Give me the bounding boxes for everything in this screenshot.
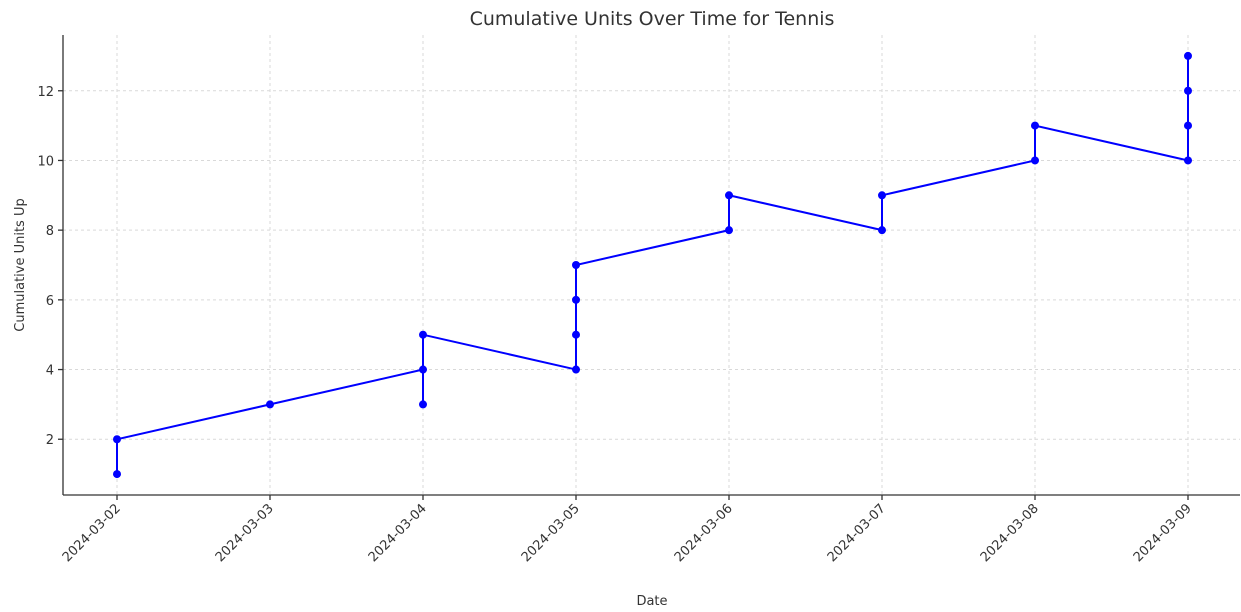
x-tick-label: 2024-03-04 — [366, 501, 430, 565]
data-point — [572, 261, 580, 269]
data-point — [1031, 121, 1039, 130]
data-point — [1184, 86, 1192, 95]
data-point — [572, 330, 580, 339]
series-line — [116, 55, 1189, 475]
data-point — [419, 400, 427, 409]
y-tick-label: 2 — [46, 433, 54, 448]
chart-title: Cumulative Units Over Time for Tennis — [470, 8, 835, 30]
x-tick-label: 2024-03-02 — [60, 501, 124, 565]
y-tick-label: 6 — [46, 294, 54, 309]
x-tick-label: 2024-03-05 — [519, 501, 583, 565]
data-point — [725, 226, 733, 235]
data-point — [1184, 121, 1192, 130]
y-tick-label: 8 — [46, 224, 54, 239]
data-point — [1184, 51, 1192, 60]
data-point — [878, 191, 886, 200]
data-point — [419, 330, 427, 339]
data-point — [1184, 156, 1192, 165]
data-point — [572, 365, 580, 374]
data-point — [1031, 156, 1039, 165]
data-point — [113, 435, 121, 444]
y-axis-label: Cumulative Units Up — [13, 198, 28, 331]
data-point — [113, 470, 121, 479]
y-tick-label: 12 — [37, 85, 54, 100]
x-tick-label: 2024-03-07 — [825, 501, 889, 565]
data-point — [266, 400, 274, 409]
y-tick-label: 4 — [46, 364, 54, 379]
data-point — [725, 191, 733, 200]
data-point — [572, 295, 580, 304]
data-point — [878, 226, 886, 235]
data-point — [419, 365, 427, 374]
x-tick-label: 2024-03-03 — [213, 501, 277, 565]
x-tick-label: 2024-03-06 — [672, 501, 736, 565]
x-axis-label: Date — [636, 594, 667, 609]
x-tick-label: 2024-03-08 — [978, 501, 1042, 565]
x-tick-label: 2024-03-09 — [1131, 501, 1195, 565]
y-tick-label: 10 — [37, 154, 54, 169]
